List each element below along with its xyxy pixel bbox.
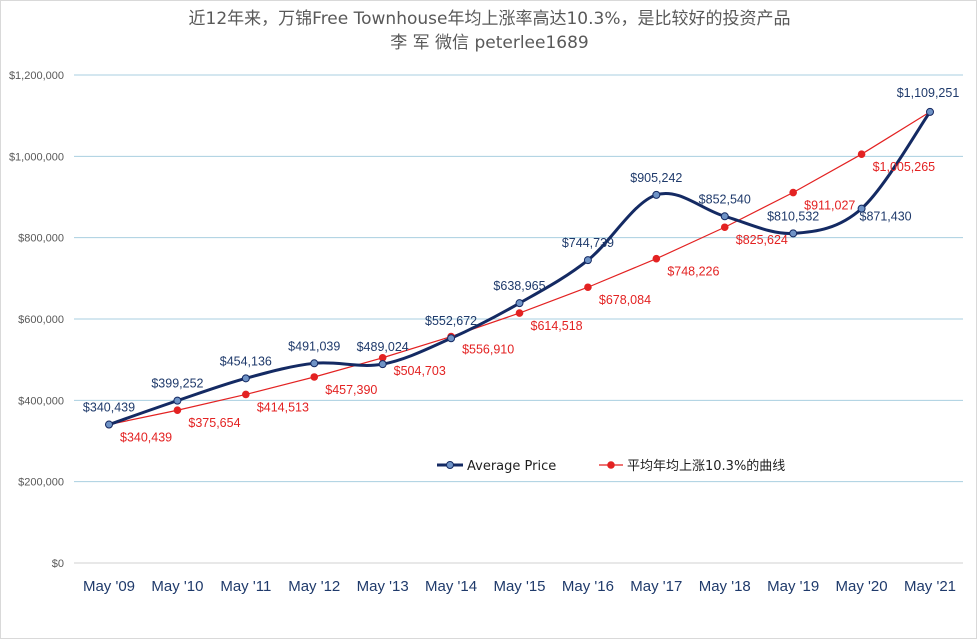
x-tick-label: May '12 <box>288 578 340 595</box>
data-label-average-price: $1,109,251 <box>897 86 960 100</box>
y-tick-label: $1,000,000 <box>9 151 64 163</box>
average-price-point <box>310 359 319 368</box>
series-line-average-price <box>107 110 932 427</box>
x-tick-label: May '17 <box>630 578 682 595</box>
data-label-reference: $457,390 <box>325 383 377 397</box>
x-tick-label: May '15 <box>493 578 545 595</box>
data-label-average-price: $491,039 <box>288 339 340 353</box>
reference-point <box>310 373 319 381</box>
y-tick-label: $800,000 <box>18 233 64 245</box>
reference-point <box>584 283 592 292</box>
data-label-reference: $911,027 <box>804 199 855 213</box>
x-tick-label: May '21 <box>904 578 956 595</box>
data-label-reference: $748,226 <box>667 265 719 279</box>
average-price-point <box>447 334 456 343</box>
reference-point <box>857 150 866 158</box>
chart-subtitle: 李 军 微信 peterlee1689 <box>390 33 589 53</box>
data-label-average-price: $454,136 <box>220 354 272 368</box>
legend-marker-reference <box>607 461 615 469</box>
x-tick-label: May '10 <box>151 578 203 595</box>
x-tick-label: May '09 <box>83 578 135 595</box>
reference-point <box>515 309 524 317</box>
legend-marker-average-price <box>446 461 454 469</box>
data-label-average-price: $552,672 <box>425 314 477 328</box>
chart-title: 近12年来，万锦Free Townhouse年均上涨率高达10.3%，是比较好的… <box>188 9 791 29</box>
average-price-point <box>173 396 182 405</box>
x-tick-label: May '18 <box>699 578 751 595</box>
reference-point <box>720 223 729 232</box>
reference-point <box>652 254 661 263</box>
reference-point <box>789 188 797 197</box>
reference-point <box>242 390 250 399</box>
chart-title-block: 近12年来，万锦Free Townhouse年均上涨率高达10.3%，是比较好的… <box>1 7 977 55</box>
data-label-average-price: $399,252 <box>151 377 203 391</box>
average-price-point <box>583 256 592 265</box>
data-label-reference: $340,439 <box>120 431 172 445</box>
x-tick-label: May '20 <box>836 578 888 595</box>
x-tick-label: May '19 <box>767 578 819 595</box>
series-line-reference <box>108 111 931 426</box>
data-label-average-price: $810,532 <box>767 209 819 223</box>
y-tick-label: $600,000 <box>18 314 64 326</box>
reference-point <box>378 353 387 362</box>
x-tick-label: May '13 <box>357 578 409 595</box>
data-label-reference: $375,654 <box>188 416 240 430</box>
data-label-average-price: $905,242 <box>630 171 682 185</box>
data-label-reference: $1,005,265 <box>873 160 936 174</box>
data-label-average-price: $638,965 <box>493 279 545 293</box>
data-label-reference: $556,910 <box>462 343 514 357</box>
data-label-reference: $614,518 <box>531 319 583 333</box>
average-price-point <box>105 420 113 429</box>
y-tick-label: $200,000 <box>18 477 64 489</box>
average-price-point <box>720 212 729 221</box>
average-price-point <box>926 107 934 116</box>
average-price-point <box>515 299 524 308</box>
legend-label-average-price: Average Price <box>467 459 556 474</box>
data-label-average-price: $871,430 <box>860 210 912 224</box>
average-price-point <box>378 360 387 369</box>
data-label-average-price: $489,024 <box>357 340 409 354</box>
average-price-point <box>652 190 661 199</box>
average-price-point <box>857 204 866 213</box>
data-label-average-price: $852,540 <box>699 192 751 206</box>
data-label-average-price: $340,439 <box>83 401 135 415</box>
y-tick-label: $400,000 <box>18 395 64 407</box>
reference-point <box>173 406 182 415</box>
legend-label-reference: 平均年均上涨10.3%的曲线 <box>627 458 785 474</box>
x-tick-label: May '11 <box>220 578 271 595</box>
data-label-reference: $678,084 <box>599 293 651 307</box>
data-label-reference: $504,703 <box>394 364 446 378</box>
y-tick-label: $1,200,000 <box>9 70 64 82</box>
y-tick-label: $0 <box>52 558 64 570</box>
data-label-average-price: $744,739 <box>562 236 614 250</box>
x-tick-label: May '16 <box>562 578 614 595</box>
average-price-point <box>241 374 250 383</box>
data-label-reference: $825,624 <box>736 233 788 247</box>
data-label-reference: $414,513 <box>257 400 309 414</box>
average-price-point <box>789 229 798 238</box>
x-tick-label: May '14 <box>425 578 477 595</box>
